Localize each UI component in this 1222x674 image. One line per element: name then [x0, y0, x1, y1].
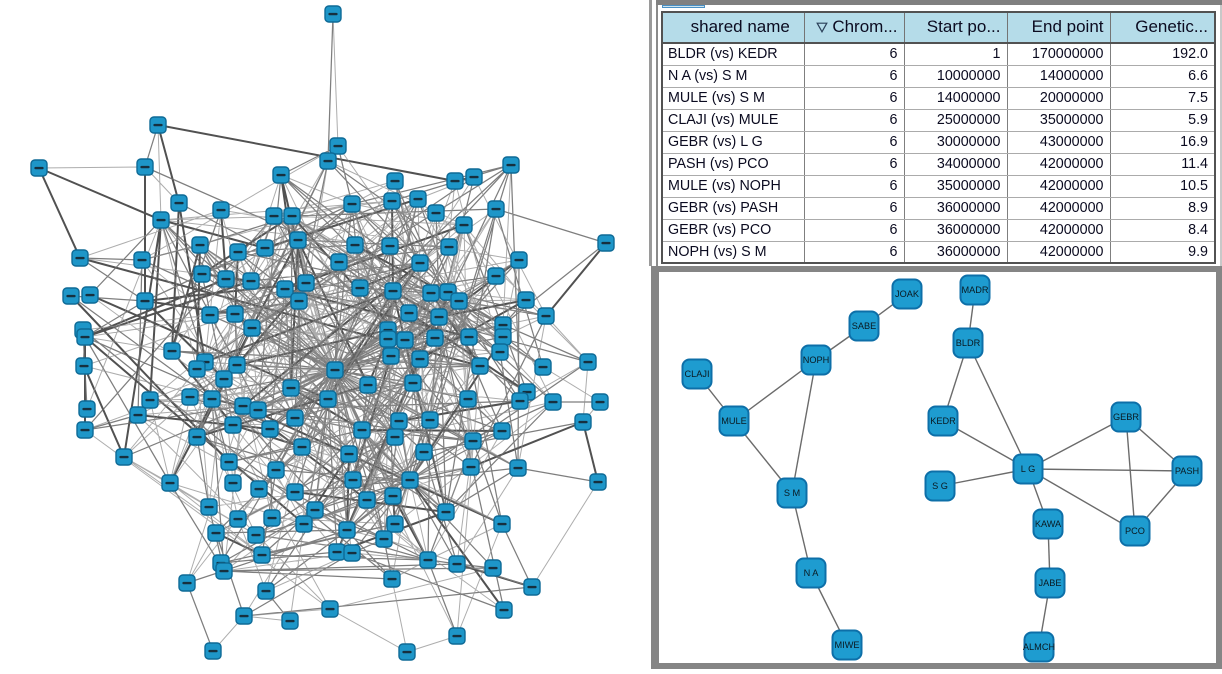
svg-text:JABE: JABE [1039, 578, 1062, 588]
svg-text:PASH: PASH [1175, 466, 1199, 476]
svg-text:MULE: MULE [721, 416, 747, 426]
svg-text:KAWA: KAWA [1035, 519, 1062, 529]
svg-text:MADR: MADR [961, 285, 988, 295]
svg-text:JOAK: JOAK [895, 289, 920, 299]
svg-text:MIWE: MIWE [834, 640, 859, 650]
svg-text:BLDR: BLDR [956, 338, 981, 348]
svg-text:N A: N A [804, 568, 820, 578]
svg-text:KEDR: KEDR [930, 416, 956, 426]
svg-text:NOPH: NOPH [803, 355, 830, 365]
svg-text:L G: L G [1021, 464, 1035, 474]
svg-text:S G: S G [932, 481, 948, 491]
svg-text:PCO: PCO [1125, 526, 1145, 536]
svg-text:GEBR: GEBR [1113, 412, 1139, 422]
svg-text:S M: S M [784, 488, 800, 498]
svg-text:SABE: SABE [852, 321, 877, 331]
svg-text:CLAJI: CLAJI [684, 369, 709, 379]
svg-text:ALMCH: ALMCH [1023, 642, 1055, 652]
